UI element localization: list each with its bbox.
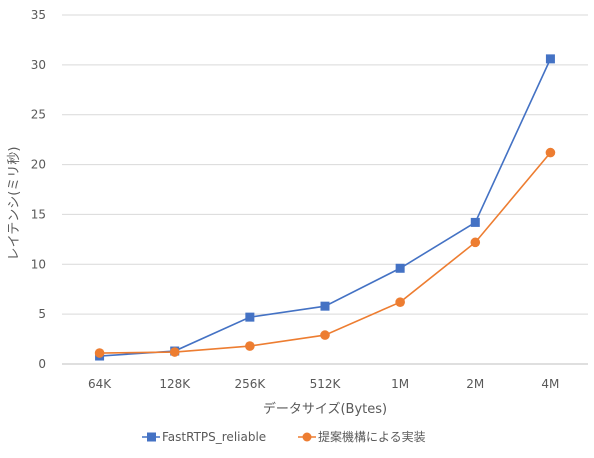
x-tick-label: 64K bbox=[88, 377, 112, 391]
y-axis-title: レイテンシ(ミリ秒) bbox=[7, 147, 22, 261]
data-point bbox=[94, 348, 105, 358]
y-tick-label: 35 bbox=[31, 8, 46, 22]
legend-label: 提案機構による実装 bbox=[318, 429, 426, 444]
y-tick-label: 30 bbox=[31, 58, 46, 72]
data-point bbox=[320, 301, 330, 311]
gridlines bbox=[62, 14, 588, 365]
x-tick-label: 4M bbox=[541, 377, 559, 391]
x-tick-label: 256K bbox=[234, 377, 266, 391]
data-point bbox=[245, 312, 255, 322]
series-line bbox=[99, 152, 552, 354]
data-point bbox=[245, 341, 255, 351]
data-point bbox=[470, 217, 480, 227]
y-tick-label: 25 bbox=[31, 108, 46, 122]
y-tick-label: 10 bbox=[31, 257, 46, 271]
y-axis-ticks: 0 5 10 15 20 25 30 35 bbox=[31, 8, 46, 371]
x-tick-label: 128K bbox=[159, 377, 191, 391]
x-axis-title: データサイズ(Bytes) bbox=[263, 401, 387, 417]
legend-label: FastRTPS_reliable bbox=[162, 430, 266, 444]
data-point bbox=[545, 147, 556, 158]
series-layer bbox=[94, 54, 556, 361]
data-point bbox=[470, 237, 481, 248]
x-axis-ticks: 64K 128K 256K 512K 1M 2M 4M bbox=[88, 377, 559, 391]
legend-entry: 提案機構による実装 bbox=[298, 429, 426, 444]
data-point bbox=[545, 54, 555, 64]
y-tick-label: 5 bbox=[38, 307, 46, 321]
x-tick-label: 512K bbox=[310, 377, 342, 391]
y-tick-label: 0 bbox=[38, 357, 46, 371]
data-point bbox=[320, 330, 330, 340]
legend-marker bbox=[147, 432, 156, 442]
legend-marker bbox=[302, 432, 312, 442]
x-tick-label: 1M bbox=[391, 377, 409, 391]
data-point bbox=[395, 297, 405, 307]
y-tick-label: 20 bbox=[31, 158, 46, 172]
legend: FastRTPS_reliable 提案機構による実装 bbox=[142, 429, 426, 444]
legend-entry: FastRTPS_reliable bbox=[142, 430, 266, 444]
series-line bbox=[99, 58, 552, 357]
x-tick-label: 2M bbox=[466, 377, 484, 391]
data-point bbox=[169, 347, 180, 357]
data-point bbox=[395, 263, 405, 273]
y-tick-label: 15 bbox=[31, 207, 46, 221]
